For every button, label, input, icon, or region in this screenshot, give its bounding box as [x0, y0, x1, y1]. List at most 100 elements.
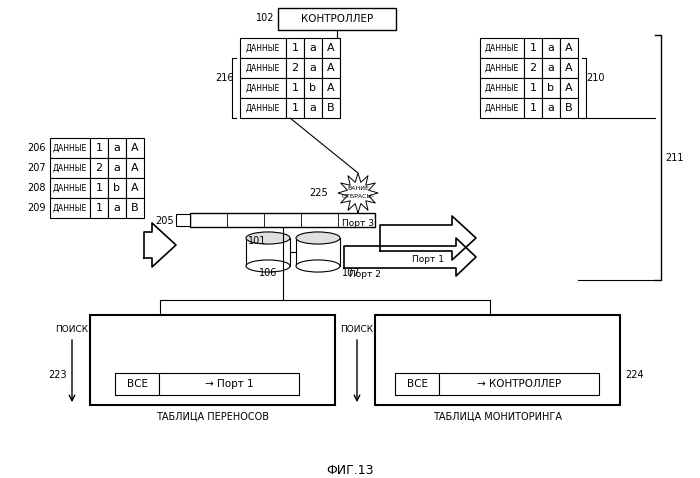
Text: Порт 2: Порт 2 — [349, 270, 381, 279]
Bar — [126, 158, 144, 178]
Text: 1: 1 — [529, 83, 536, 93]
Text: 2: 2 — [291, 63, 299, 73]
Text: b: b — [113, 183, 120, 193]
Text: ДАННЫЕ: ДАННЫЕ — [246, 64, 280, 73]
Text: КОНТРОЛЛЕР: КОНТРОЛЛЕР — [301, 14, 373, 24]
Text: 206: 206 — [27, 143, 46, 153]
Bar — [439, 373, 599, 395]
Bar — [50, 138, 90, 158]
Text: 2: 2 — [95, 163, 103, 173]
Text: 1: 1 — [95, 183, 102, 193]
Bar — [108, 158, 126, 178]
Bar — [240, 78, 286, 98]
Text: 1: 1 — [95, 203, 102, 213]
Text: 210: 210 — [586, 73, 605, 83]
Text: 216: 216 — [216, 73, 234, 83]
Text: ДАННЫЕ: ДАННЫЕ — [485, 84, 519, 93]
Text: a: a — [547, 103, 554, 113]
Text: 207: 207 — [27, 163, 46, 173]
Bar — [90, 178, 108, 198]
Bar — [542, 38, 560, 58]
Text: 211: 211 — [665, 152, 683, 163]
Text: 1: 1 — [529, 103, 536, 113]
Bar — [322, 98, 340, 118]
Text: Порт 1: Порт 1 — [412, 255, 444, 264]
Bar — [480, 78, 524, 98]
Text: ДАННЫЕ: ДАННЫЕ — [485, 64, 519, 73]
Text: ВАНИЕ: ВАНИЕ — [347, 185, 369, 191]
Text: 223: 223 — [48, 370, 67, 380]
Text: 205: 205 — [155, 216, 174, 226]
Text: A: A — [327, 63, 335, 73]
Text: b: b — [547, 83, 554, 93]
Text: Порт 3: Порт 3 — [342, 219, 374, 228]
Bar — [240, 38, 286, 58]
Text: ДАННЫЕ: ДАННЫЕ — [53, 184, 87, 193]
Bar — [126, 138, 144, 158]
Bar — [190, 213, 375, 227]
Ellipse shape — [296, 260, 340, 272]
Polygon shape — [344, 238, 476, 276]
Text: ОТБРАСЫ-: ОТБРАСЫ- — [342, 194, 374, 198]
Text: ДАННЫЕ: ДАННЫЕ — [53, 204, 87, 213]
Bar — [278, 8, 396, 30]
Text: a: a — [113, 163, 120, 173]
Text: A: A — [327, 43, 335, 53]
Text: ВСЕ: ВСЕ — [407, 379, 428, 389]
Text: 209: 209 — [27, 203, 46, 213]
Text: a: a — [113, 203, 120, 213]
Text: ПОИСК: ПОИСК — [55, 326, 89, 335]
Text: ДАННЫЕ: ДАННЫЕ — [246, 43, 280, 53]
Bar — [375, 315, 620, 405]
Text: 1: 1 — [291, 83, 298, 93]
Bar — [322, 78, 340, 98]
Text: 2: 2 — [529, 63, 537, 73]
Bar — [322, 38, 340, 58]
Bar — [50, 178, 90, 198]
Text: a: a — [547, 63, 554, 73]
Bar — [176, 214, 190, 226]
Text: a: a — [309, 43, 316, 53]
Bar — [296, 238, 340, 266]
Bar — [286, 38, 304, 58]
Bar — [50, 158, 90, 178]
Ellipse shape — [246, 260, 290, 272]
Text: A: A — [565, 63, 573, 73]
Text: → КОНТРОЛЛЕР: → КОНТРОЛЛЕР — [477, 379, 561, 389]
Ellipse shape — [296, 232, 340, 244]
Bar — [90, 138, 108, 158]
Bar — [542, 58, 560, 78]
Text: ВСЕ: ВСЕ — [127, 379, 148, 389]
Bar — [560, 78, 578, 98]
Bar — [286, 58, 304, 78]
Text: 1: 1 — [291, 43, 298, 53]
Bar — [480, 98, 524, 118]
Text: 224: 224 — [625, 370, 643, 380]
Text: a: a — [113, 143, 120, 153]
Bar — [542, 98, 560, 118]
Bar — [524, 38, 542, 58]
Bar — [560, 58, 578, 78]
Bar — [108, 138, 126, 158]
Text: A: A — [327, 83, 335, 93]
Polygon shape — [380, 216, 476, 260]
Bar — [524, 78, 542, 98]
Bar — [159, 373, 299, 395]
Bar — [395, 373, 439, 395]
Bar — [542, 78, 560, 98]
Text: 102: 102 — [256, 13, 274, 23]
Ellipse shape — [246, 232, 290, 244]
Bar — [115, 373, 159, 395]
Bar — [480, 58, 524, 78]
Bar — [108, 198, 126, 218]
Bar — [524, 58, 542, 78]
Bar — [246, 238, 290, 266]
Bar — [304, 78, 322, 98]
Text: 107: 107 — [342, 268, 360, 278]
Text: ДАННЫЕ: ДАННЫЕ — [53, 163, 87, 173]
Bar — [286, 78, 304, 98]
Bar — [304, 98, 322, 118]
Text: a: a — [309, 63, 316, 73]
Bar — [322, 58, 340, 78]
Text: ФИГ.13: ФИГ.13 — [326, 464, 374, 477]
